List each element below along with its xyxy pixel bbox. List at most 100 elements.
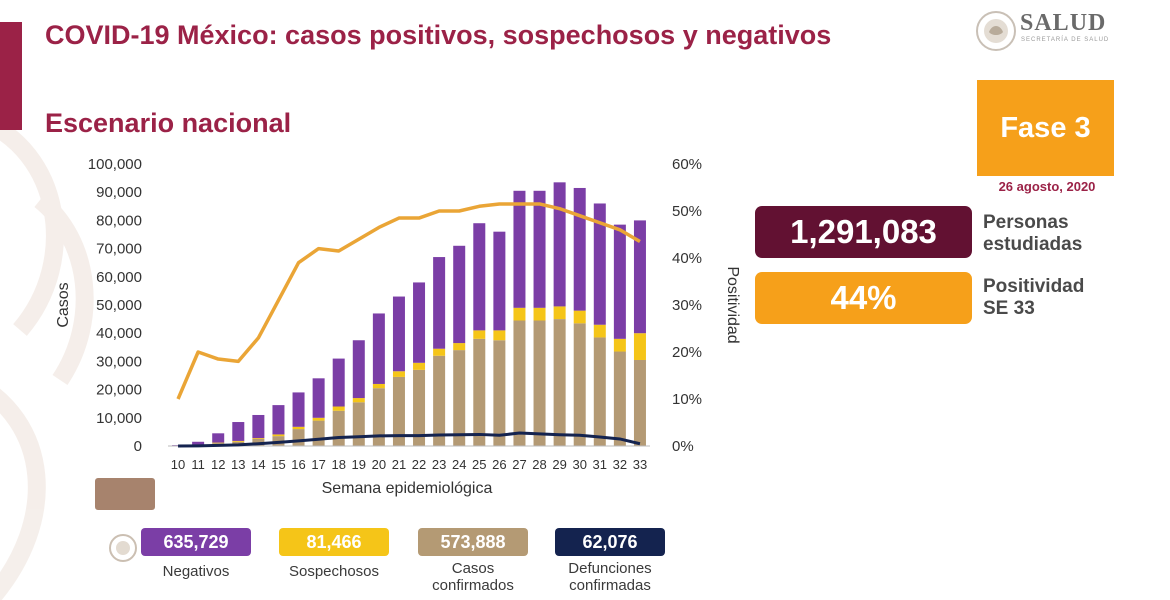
y2-axis-title: Positividad <box>724 266 741 343</box>
bar-confirmados <box>352 402 365 446</box>
series-line-defunciones <box>178 431 641 448</box>
logo-text: SALUD <box>1020 10 1107 36</box>
x-tick-label: 26 <box>492 457 506 472</box>
bar-sospechosos <box>392 371 405 377</box>
bar-negativos <box>493 231 506 331</box>
y2-tick-label: 20% <box>672 344 702 361</box>
x-tick-label: 22 <box>412 457 426 472</box>
bar-sospechosos <box>332 406 345 411</box>
bar-sospechosos <box>252 438 265 439</box>
bar-sospechosos <box>533 307 546 321</box>
bar-negativos <box>593 203 606 325</box>
y2-tick-label: 40% <box>672 250 702 267</box>
confirmados-label: Casos confirmados <box>432 560 514 594</box>
x-tick-label: 17 <box>311 457 325 472</box>
bar-negativos <box>453 245 466 344</box>
sospechosos-badge: 81,466 <box>279 528 389 556</box>
defunciones-label: Defunciones confirmadas <box>568 560 652 594</box>
bar-negativos <box>613 224 626 339</box>
bar-confirmados <box>513 320 526 446</box>
x-tick-label: 16 <box>291 457 305 472</box>
personas-estudiadas-value: 1,291,083 <box>755 206 972 258</box>
bar-negativos <box>573 187 586 311</box>
negativos-badge: 635,729 <box>141 528 251 556</box>
x-tick-label: 30 <box>572 457 586 472</box>
emblem-icon <box>95 478 155 562</box>
bar-confirmados <box>533 320 546 446</box>
bar-sospechosos <box>553 306 566 320</box>
personas-estudiadas-label: Personas estudiadas <box>983 212 1083 255</box>
x-tick-label: 31 <box>593 457 607 472</box>
bar-negativos <box>433 257 446 349</box>
bar-confirmados <box>553 319 566 446</box>
bar-confirmados <box>453 350 466 446</box>
bar-negativos <box>413 282 426 363</box>
bar-negativos <box>252 414 265 439</box>
y-tick-label: 30,000 <box>96 353 142 370</box>
series-line-positividad <box>176 202 641 400</box>
y2-tick-label: 10% <box>672 391 702 408</box>
sospechosos-label: Sospechosos <box>288 563 380 580</box>
x-axis-title: Semana epidemiológica <box>322 480 493 497</box>
y2-tick-label: 60% <box>672 156 702 173</box>
defunciones-badge: 62,076 <box>555 528 665 556</box>
bar-negativos <box>473 223 486 331</box>
bar-negativos <box>192 441 205 445</box>
bar-negativos <box>513 190 526 308</box>
bar-sospechosos <box>633 333 646 360</box>
bar-confirmados <box>593 337 606 446</box>
negativos-label: Negativos <box>162 563 230 580</box>
bar-negativos <box>392 296 405 372</box>
x-tick-label: 24 <box>452 457 466 472</box>
bar-sospechosos <box>352 398 365 403</box>
bar-sospechosos <box>272 434 285 437</box>
y-tick-label: 80,000 <box>96 212 142 229</box>
bar-negativos <box>553 182 566 307</box>
bar-negativos <box>332 358 345 407</box>
phase-badge: Fase 3 <box>977 80 1114 176</box>
y-tick-label: 50,000 <box>96 297 142 314</box>
bar-confirmados <box>633 359 646 446</box>
bar-sospechosos <box>212 442 225 444</box>
bar-sospechosos <box>493 330 506 341</box>
x-tick-label: 23 <box>432 457 446 472</box>
y-tick-label: 40,000 <box>96 325 142 342</box>
bar-confirmados <box>613 351 626 446</box>
x-tick-label: 33 <box>633 457 647 472</box>
y2-tick-label: 30% <box>672 297 702 314</box>
positividad-label: Positividad SE 33 <box>983 276 1085 319</box>
bar-confirmados <box>573 323 586 446</box>
bar-sospechosos <box>593 324 606 338</box>
bar-sospechosos <box>232 440 245 442</box>
bar-negativos <box>232 422 245 441</box>
y-tick-label: 10,000 <box>96 410 142 427</box>
bar-negativos <box>272 405 285 435</box>
bar-negativos <box>352 340 365 399</box>
x-tick-label: 12 <box>211 457 225 472</box>
bar-sospechosos <box>473 330 486 339</box>
bar-sospechosos <box>372 383 385 389</box>
y-tick-label: 0 <box>134 438 142 455</box>
x-tick-label: 18 <box>331 457 345 472</box>
y2-tick-label: 50% <box>672 203 702 220</box>
logo-subtext: SECRETARÍA DE SALUD <box>1021 37 1110 43</box>
bar-sospechosos <box>513 307 526 321</box>
bar-negativos <box>372 313 385 384</box>
bar-confirmados <box>332 410 345 446</box>
x-tick-label: 15 <box>271 457 285 472</box>
x-tick-label: 27 <box>512 457 526 472</box>
y-tick-label: 100,000 <box>88 156 142 173</box>
bar-confirmados <box>292 429 305 446</box>
y-tick-label: 90,000 <box>96 184 142 201</box>
x-tick-label: 11 <box>191 457 205 472</box>
bar-sospechosos <box>453 343 466 351</box>
report-date: 26 agosto, 2020 <box>998 179 1096 194</box>
bar-sospechosos <box>433 348 446 356</box>
positividad-value: 44% <box>755 272 972 324</box>
bar-sospechosos <box>573 310 586 324</box>
y-axis-title: Casos <box>55 282 72 327</box>
page-subtitle: Escenario nacional <box>45 108 292 138</box>
x-tick-label: 10 <box>171 457 185 472</box>
government-seal-icon <box>976 11 1016 51</box>
